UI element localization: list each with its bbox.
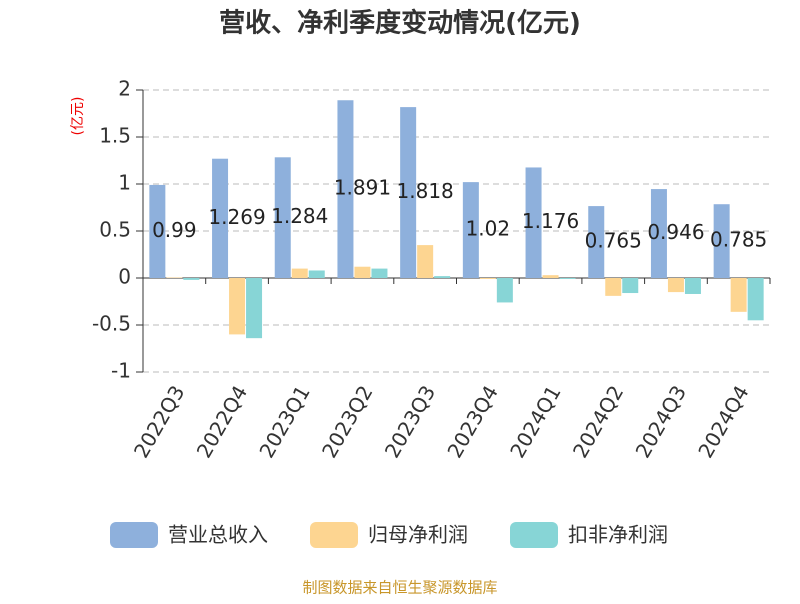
- x-tick-label: 2024Q3: [631, 381, 691, 462]
- bar: [668, 278, 684, 292]
- x-tick-label: 2023Q1: [254, 381, 314, 462]
- bar: [292, 269, 308, 278]
- x-tick-label: 2024Q1: [505, 381, 565, 462]
- y-tick-label: -0.5: [92, 312, 131, 336]
- data-label: 1.818: [397, 179, 454, 203]
- legend-swatch: [310, 522, 358, 548]
- data-label: 1.269: [208, 205, 265, 229]
- bar: [543, 275, 559, 278]
- bar: [731, 278, 747, 312]
- bar: [480, 278, 496, 279]
- source-note: 制图数据来自恒生聚源数据库: [302, 579, 497, 597]
- data-label: 1.02: [466, 217, 511, 241]
- x-tick-label: 2023Q2: [317, 381, 377, 462]
- bar: [229, 278, 245, 334]
- x-tick-label: 2023Q3: [380, 381, 440, 462]
- bar: [183, 278, 199, 280]
- x-tick-label: 2023Q4: [442, 381, 502, 462]
- y-tick-label: 2: [118, 77, 131, 101]
- bar: [748, 278, 764, 320]
- bar: [354, 267, 370, 278]
- bar: [246, 278, 262, 338]
- bar: [685, 278, 701, 294]
- x-tick-label: 2022Q3: [129, 381, 189, 462]
- y-tick-label: 1: [118, 171, 131, 195]
- data-label: 1.284: [271, 204, 328, 228]
- chart-title: 营收、净利季度变动情况(亿元): [219, 8, 581, 39]
- x-tick-label: 2022Q4: [192, 381, 252, 462]
- y-tick-label: 0: [118, 265, 131, 289]
- bar: [605, 278, 621, 296]
- bar: [560, 278, 576, 279]
- data-label: 1.176: [522, 209, 579, 233]
- legend-swatch: [110, 522, 158, 548]
- data-label: 0.765: [585, 229, 642, 253]
- bar: [622, 278, 638, 293]
- bar: [371, 269, 387, 278]
- bar: [434, 276, 450, 278]
- y-tick-label: -1: [111, 359, 131, 383]
- legend-swatch: [510, 522, 558, 548]
- x-tick-label: 2024Q4: [693, 381, 753, 462]
- bar: [417, 245, 433, 278]
- y-axis-label: (亿元): [70, 97, 86, 136]
- legend-label: 扣非净利润: [568, 523, 668, 547]
- bar: [497, 278, 513, 302]
- legend-label: 营业总收入: [168, 523, 268, 547]
- data-label: 0.99: [152, 218, 197, 242]
- y-tick-label: 1.5: [99, 124, 131, 148]
- legend-label: 归母净利润: [368, 523, 468, 547]
- x-tick-label: 2024Q2: [568, 381, 628, 462]
- bar: [309, 270, 325, 278]
- data-label: 1.891: [334, 176, 391, 200]
- data-label: 0.946: [647, 220, 704, 244]
- y-tick-label: 0.5: [99, 218, 131, 242]
- data-label: 0.785: [710, 228, 767, 252]
